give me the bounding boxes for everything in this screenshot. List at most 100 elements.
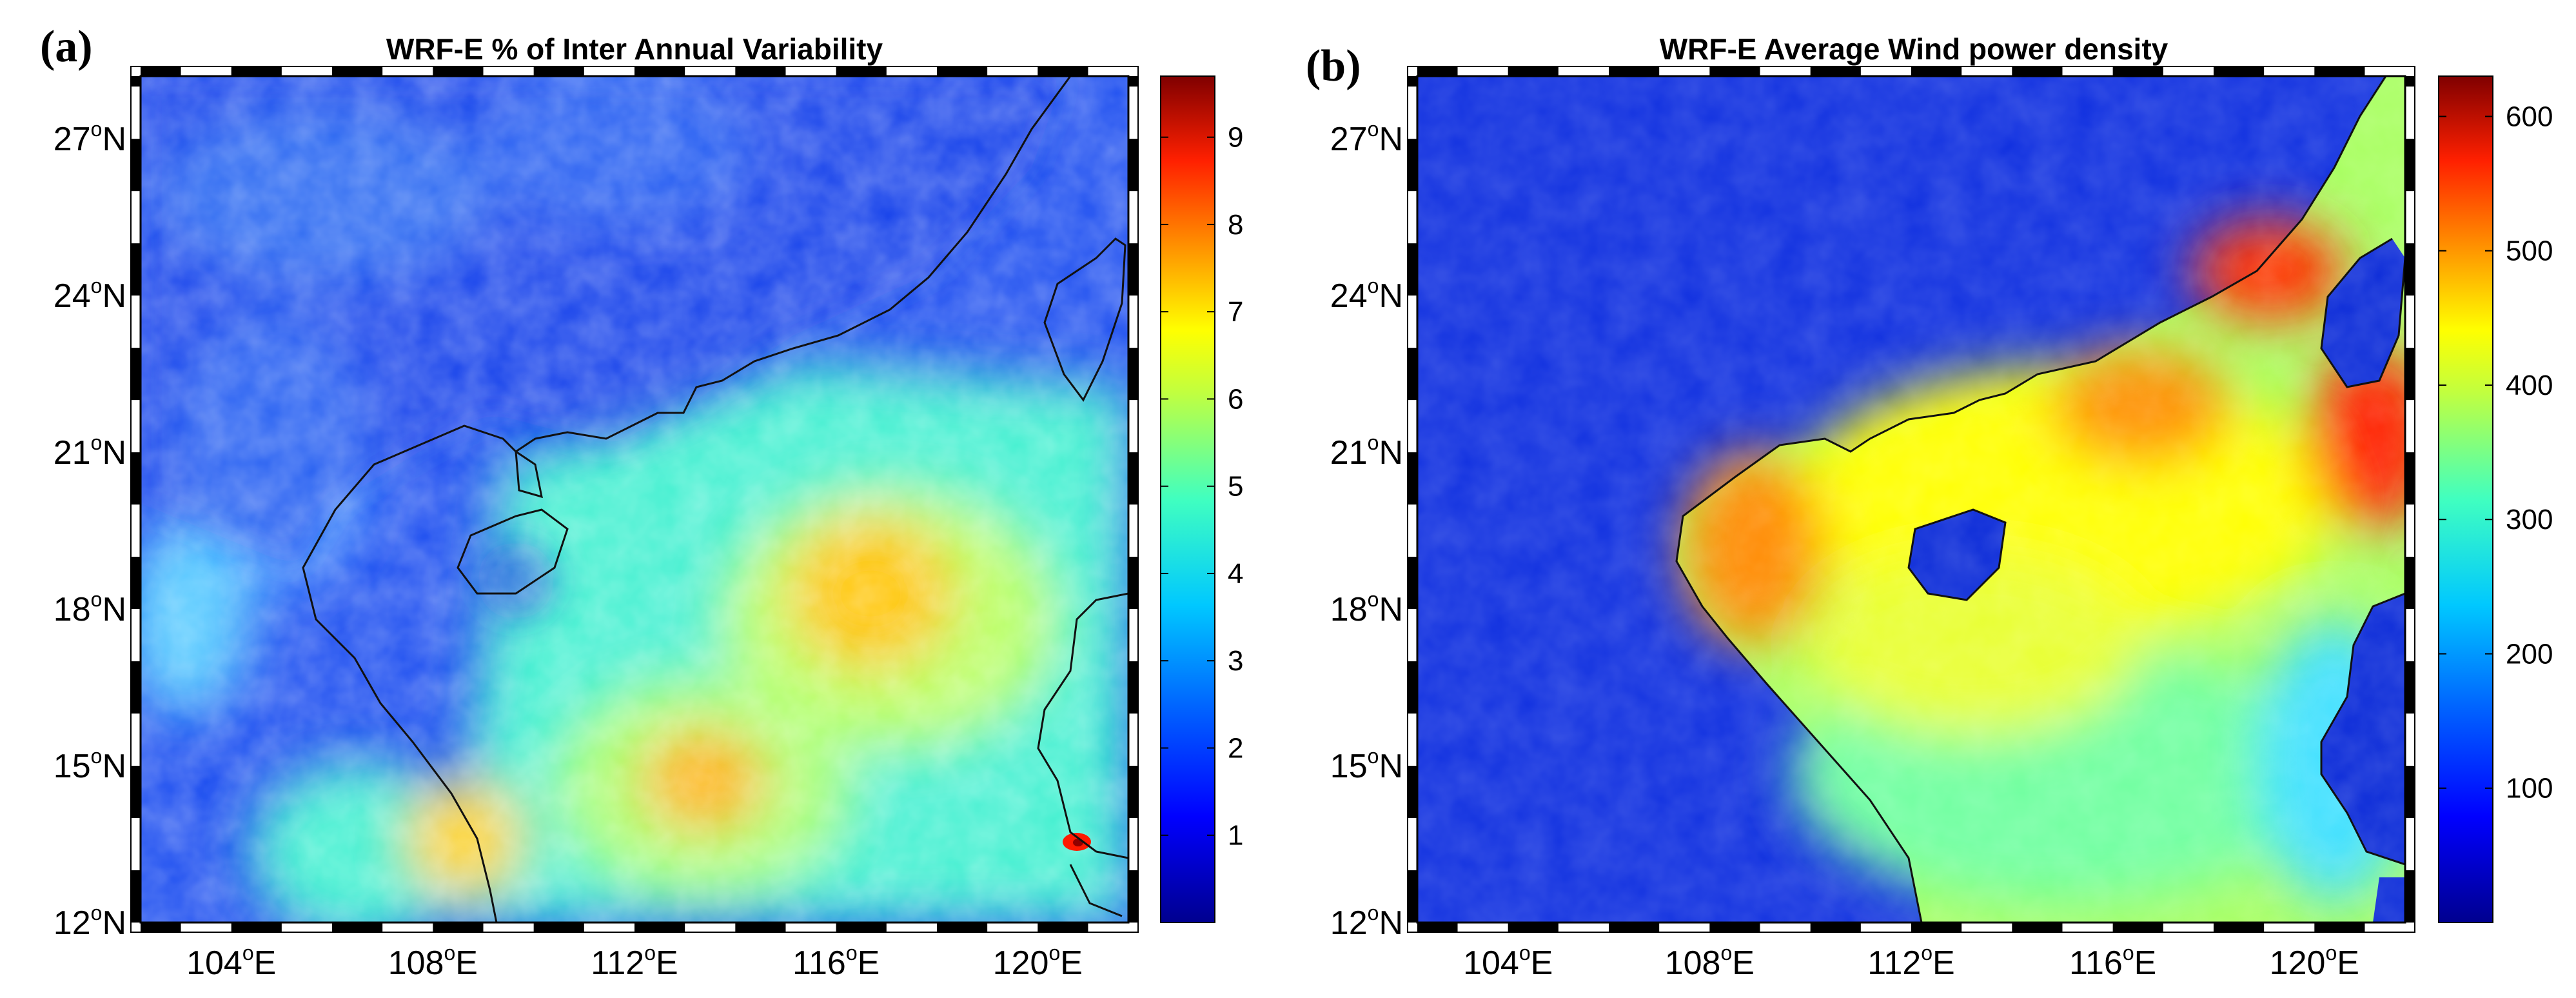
latitude-labels: 27oN 24oN 21oN 18oN 15oN 12oN [54,117,126,942]
frame-segment [131,452,141,505]
colorbar-tick-label: 5 [1228,471,1243,503]
lat-tick-label: 15oN [1330,744,1403,785]
lat-tick-label: 12oN [1330,901,1403,942]
frame-segment [1408,348,1417,401]
colorbar-tick-label: 8 [1228,209,1243,241]
lon-tick-label: 112oE [591,941,678,982]
frame-segment [936,66,988,76]
frame-segment [1417,923,1458,932]
frame-segment [433,923,484,932]
lon-tick-label: 120oE [993,941,1083,982]
frame-segment [1408,661,1417,714]
lon-tick-label: 120oE [2270,941,2359,982]
frame-segment [332,923,383,932]
frame-segment [634,923,685,932]
colorbar-gradient [1160,75,1215,923]
lon-tick-label: 116oE [792,941,880,982]
colorbar-tick-label: 6 [1228,383,1243,415]
frame-segment [131,348,141,401]
frame-segment [2213,66,2265,76]
axes-frame [1407,66,2415,933]
lon-tick-label: 108oE [388,941,478,982]
frame-segment [533,923,584,932]
colorbar-tick-label: 4 [1228,558,1243,590]
frame-segment [836,66,887,76]
frame-segment [1128,557,1138,610]
coastline [302,76,1128,923]
frame-segment [2405,243,2415,296]
frame-segment [1408,557,1417,610]
frame-segment [1408,76,1417,87]
lon-tick-label: 116oE [2069,941,2156,982]
frame-segment [141,923,181,932]
lat-tick-label: 21oN [54,431,126,472]
longitude-labels: 104oE 108oE 112oE 116oE 120oE [186,941,1083,982]
frame-segment [2314,66,2365,76]
frame-segment [131,139,141,192]
panel-title: WRF-E Average Wind power density [1660,32,2168,66]
frame-segment [1037,66,1088,76]
lon-tick-label: 108oE [1665,941,1755,982]
longitude-labels: 104oE 108oE 112oE 116oE 120oE [1463,941,2359,982]
lat-tick-label: 24oN [54,274,126,315]
lat-tick-label: 12oN [54,901,126,942]
frame-segment [1709,923,1760,932]
axes-frame [130,66,1139,933]
frame-segment [1408,139,1417,192]
frame-segment [1911,66,1962,76]
map-field [141,76,1128,923]
frame-segment [1128,766,1138,819]
lat-tick-label: 27oN [54,117,126,158]
colorbar-gradient [2438,75,2493,923]
frame-segment [2314,923,2365,932]
frame-segment [1609,923,1660,932]
frame-segment [1128,76,1138,87]
frame-segment [131,557,141,610]
frame-segment [2405,661,2415,714]
frame-segment [332,66,383,76]
frame-segment [2405,76,2415,87]
frame-segment [131,766,141,819]
frame-segment [2405,139,2415,192]
colorbar-tick-label: 1 [1228,820,1243,852]
lat-tick-label: 15oN [54,744,126,785]
frame-segment [1037,923,1088,932]
colorbar-tick-label: 3 [1228,645,1243,677]
frame-segment [141,66,181,76]
frame-segment [2405,870,2415,923]
lon-tick-label: 104oE [186,941,276,982]
frame-segment [1417,66,1458,76]
panel-a: (a) WRF-E % of Inter Annual Variability [40,22,1243,982]
frame-segment [2012,66,2063,76]
frame-segment [1408,870,1417,923]
frame-segment [1128,870,1138,923]
frame-segment [1810,66,1861,76]
panel-letter: (b) [1306,41,1361,91]
lat-tick-label: 21oN [1330,431,1403,472]
map-field [1417,76,2405,923]
frame-segment [131,76,141,87]
panel-title: WRF-E % of Inter Annual Variability [386,32,883,66]
frame-segment [836,923,887,932]
frame-segment [735,923,786,932]
frame-segment [2405,348,2415,401]
panel-b: (b) WRF-E Average Wind power density [1306,32,2553,982]
frame-segment [1128,452,1138,505]
coastline [1675,76,2405,923]
frame-segment [1408,452,1417,505]
frame-segment [1709,66,1760,76]
frame-segment [936,923,988,932]
frame-segment [634,66,685,76]
frame-segment [131,243,141,296]
frame-segment [1609,66,1660,76]
frame-segment [231,66,282,76]
frame-segment [1508,923,1558,932]
lat-tick-label: 18oN [54,588,126,628]
lat-tick-label: 18oN [1330,588,1403,628]
frame-segment [533,66,584,76]
colorbar-tick-label: 100 [2506,773,2553,804]
colorbar: 1 2 3 4 5 6 7 8 9 [1160,75,1243,923]
frame-segment [2405,766,2415,819]
panel-letter: (a) [40,22,93,72]
